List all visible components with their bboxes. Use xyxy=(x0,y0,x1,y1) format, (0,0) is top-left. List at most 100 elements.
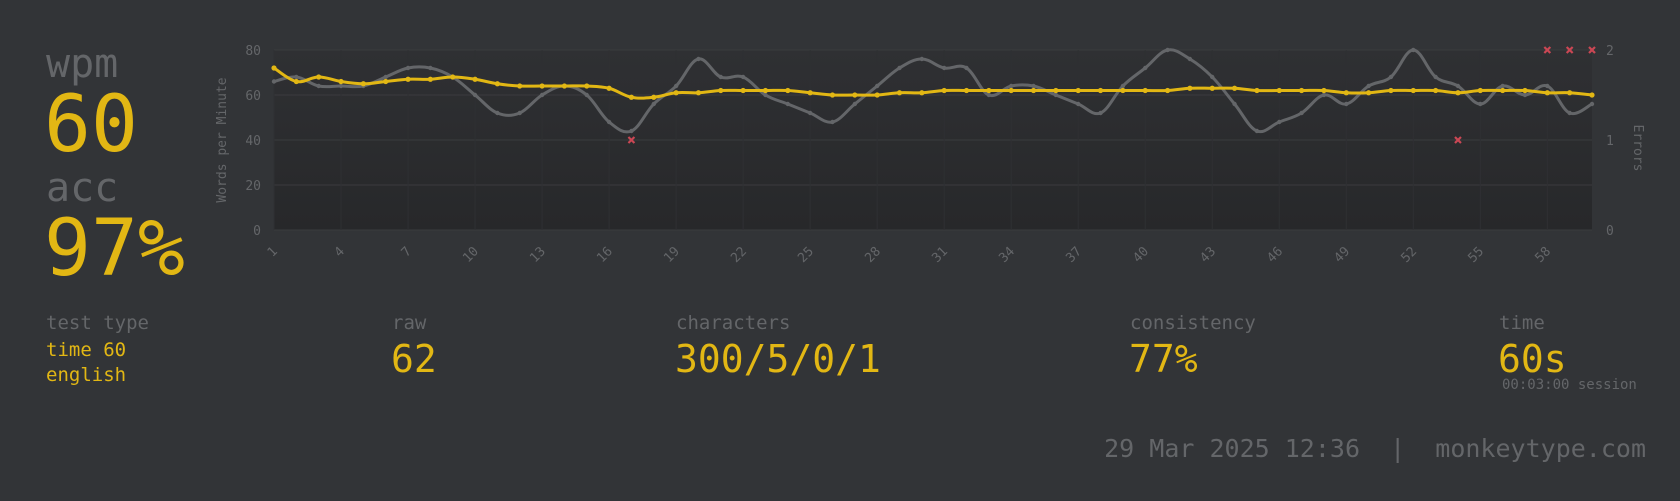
x-tick-label: 52 xyxy=(1398,244,1420,266)
wpm-point xyxy=(584,83,590,89)
x-tick-label: 37 xyxy=(1063,244,1085,266)
raw-point xyxy=(1098,110,1103,116)
wpm-point xyxy=(539,83,545,89)
x-tick-label: 58 xyxy=(1532,244,1554,266)
wpm-point xyxy=(1231,85,1238,91)
raw-point xyxy=(852,101,858,107)
wpm-point xyxy=(360,81,366,87)
x-tick-label: 25 xyxy=(795,244,817,266)
result-date: 29 Mar 2025 12:36 xyxy=(1104,434,1360,463)
error-marker xyxy=(627,136,636,144)
y2-axis: 0 1 2 xyxy=(1606,44,1614,239)
y-tick-label: 80 xyxy=(245,44,261,59)
acc-value: 97% xyxy=(44,204,185,294)
wpm-point xyxy=(1075,87,1081,94)
test-type-mode[interactable]: time 60 xyxy=(46,339,127,361)
chart-series xyxy=(271,46,1596,144)
consistency-value: 77% xyxy=(1129,337,1198,381)
x-tick-label: 10 xyxy=(460,244,482,266)
x-tick-label: 13 xyxy=(527,244,549,266)
raw-point xyxy=(1522,92,1528,98)
wpm-point xyxy=(651,94,657,100)
error-marker-stroke xyxy=(627,136,636,144)
error-marker xyxy=(1588,46,1596,54)
raw-point xyxy=(517,110,522,116)
wpm-point xyxy=(1343,90,1349,96)
test-type-language[interactable]: english xyxy=(46,364,127,386)
wpm-point xyxy=(316,74,322,80)
wpm-point xyxy=(762,87,769,94)
wpm-point xyxy=(405,76,411,82)
wpm-point xyxy=(1298,87,1305,94)
y2-tick-label: 2 xyxy=(1606,44,1614,59)
wpm-point xyxy=(1209,85,1215,91)
footer-separator: | xyxy=(1390,434,1406,463)
raw-point xyxy=(428,65,433,71)
wpm-point xyxy=(1455,90,1461,96)
raw-point xyxy=(874,83,880,89)
wpm-point xyxy=(896,90,903,96)
wpm-point xyxy=(606,85,612,91)
x-tick-label: 22 xyxy=(728,244,750,266)
y2-axis-title: Errors xyxy=(1630,125,1645,172)
raw-point xyxy=(294,74,299,80)
y-axis: 0 20 40 60 80 xyxy=(245,44,261,239)
x-tick-label: 43 xyxy=(1197,244,1219,266)
wpm-point xyxy=(1366,90,1372,96)
raw-point xyxy=(1232,101,1237,107)
wpm-label: wpm xyxy=(46,41,119,87)
raw-point xyxy=(1076,101,1081,107)
wpm-point xyxy=(986,87,992,94)
wpm-point xyxy=(427,76,433,82)
raw-point xyxy=(1433,74,1438,80)
wpm-point xyxy=(494,81,500,87)
raw-point xyxy=(1254,128,1260,134)
wpm-point xyxy=(1053,87,1059,94)
raw-point xyxy=(405,65,411,71)
time-value: 60s xyxy=(1498,337,1567,381)
x-axis: 1 4 7 10 13 16 19 22 25 28 31 34 37 40 43 46 49 52 55 58 xyxy=(265,244,1554,266)
raw-point xyxy=(629,128,634,134)
raw-point xyxy=(606,119,612,125)
wpm-point xyxy=(293,78,299,85)
x-tick-label: 34 xyxy=(996,244,1018,266)
error-marker xyxy=(1565,46,1574,54)
raw-point xyxy=(718,74,723,80)
raw-point xyxy=(1589,101,1595,107)
y-tick-label: 20 xyxy=(245,179,261,194)
wpm-point xyxy=(718,87,724,94)
raw-point xyxy=(696,56,701,62)
raw-point xyxy=(763,92,768,98)
x-tick-label: 46 xyxy=(1264,244,1286,266)
raw-point xyxy=(1545,83,1550,89)
wpm-point xyxy=(1120,87,1126,94)
x-tick-label: 4 xyxy=(332,244,348,260)
raw-point xyxy=(919,56,925,62)
raw-point xyxy=(1120,83,1126,89)
consistency-label: consistency xyxy=(1130,312,1256,334)
wpm-point xyxy=(852,92,858,98)
wpm-point xyxy=(1589,92,1595,98)
wpm-point xyxy=(383,78,389,85)
wpm-point xyxy=(1254,87,1260,94)
wpm-point xyxy=(941,87,947,94)
y-tick-label: 0 xyxy=(253,224,261,239)
wpm-point xyxy=(472,76,478,82)
raw-point xyxy=(830,119,835,125)
wpm-point xyxy=(1097,87,1104,94)
raw-point xyxy=(584,92,589,98)
session-time: 00:03:00 session xyxy=(1502,377,1637,393)
wpm-point xyxy=(1500,87,1506,94)
x-tick-label: 7 xyxy=(399,244,415,260)
raw-point xyxy=(1165,47,1170,53)
y-tick-label: 60 xyxy=(245,89,261,104)
result-footer: 29 Mar 2025 12:36 | monkeytype.com xyxy=(1104,434,1646,463)
x-tick-label: 19 xyxy=(661,244,683,266)
wpm-point xyxy=(1187,85,1193,91)
raw-point xyxy=(1411,47,1416,53)
wpm-point xyxy=(1477,87,1483,94)
x-tick-label: 28 xyxy=(862,244,884,266)
y-axis-title: Words per Minute xyxy=(215,77,230,202)
test-type-label: test type xyxy=(46,312,149,334)
